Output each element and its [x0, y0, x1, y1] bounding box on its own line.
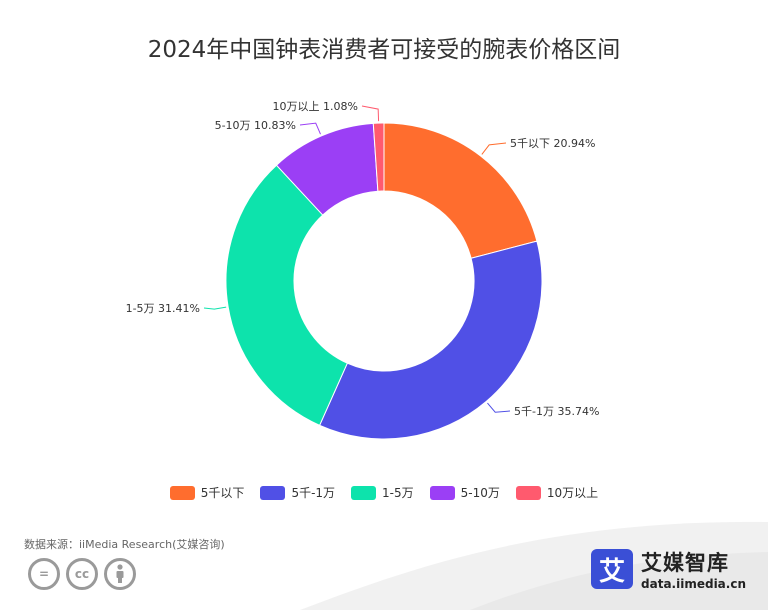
cc-icon: cc [66, 558, 98, 590]
leader-line [361, 105, 380, 122]
brand-name: 艾媒智库 [641, 551, 730, 575]
chart-title: 2024年中国钟表消费者可接受的腕表价格区间 [147, 37, 621, 63]
brand-logo-icon: 艾 [591, 549, 634, 589]
legend-swatch [515, 485, 541, 500]
legend-swatch [429, 485, 455, 500]
legend-item[interactable]: 5千-1万 [260, 484, 335, 501]
leader-line [203, 306, 227, 310]
brand: 艾 艾媒智库 data.iimedia.cn [591, 547, 746, 591]
data-label: 5千以下 20.94% [510, 137, 595, 150]
legend-label: 5千-1万 [291, 486, 336, 500]
legend-item[interactable]: 1-5万 [351, 484, 414, 501]
legend-swatch [260, 485, 286, 500]
license-badges: = cc [28, 558, 136, 590]
legend-label: 1-5万 [382, 486, 414, 500]
brand-url: data.iimedia.cn [641, 577, 746, 591]
donut-slice [225, 164, 348, 426]
donut-slice [318, 240, 543, 440]
donut-slice [383, 122, 538, 259]
data-label: 10万以上 1.08% [273, 100, 358, 113]
data-label: 5-10万 10.83% [215, 119, 296, 132]
legend-item[interactable]: 5千以下 [169, 484, 245, 501]
legend-item[interactable]: 5-10万 [429, 484, 500, 501]
legend-item[interactable]: 10万以上 [515, 484, 599, 501]
equals-icon: = [28, 558, 60, 590]
legend-label: 5-10万 [460, 486, 500, 500]
legend-swatch [351, 485, 377, 500]
leader-line [299, 122, 321, 135]
legend-label: 10万以上 [546, 486, 599, 500]
donut-slice [372, 122, 385, 192]
source-note: 数据来源：iiMedia Research(艾媒咨询) [24, 538, 225, 551]
leader-line [487, 402, 511, 413]
data-label: 1-5万 31.41% [126, 302, 200, 315]
data-label: 5千-1万 35.74% [514, 405, 599, 418]
leader-line [481, 142, 507, 155]
person-icon [104, 558, 136, 590]
legend-label: 5千以下 [200, 486, 245, 500]
chart-legend: 5千以下 5千-1万 1-5万 5-10万 10万以上 [0, 484, 768, 501]
legend-swatch [169, 485, 195, 500]
